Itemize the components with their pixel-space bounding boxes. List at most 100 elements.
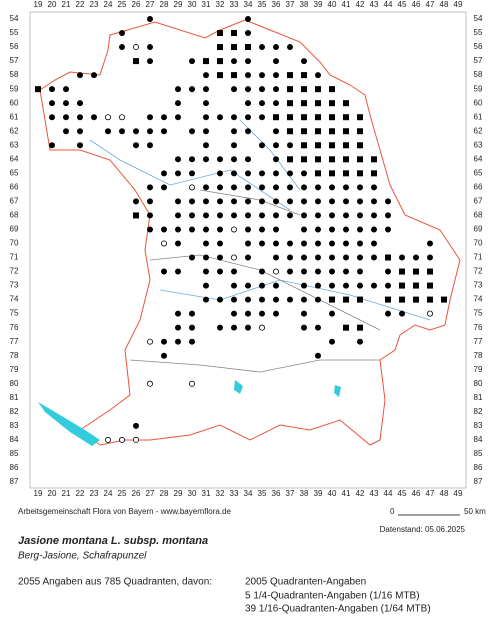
record-dot [329, 226, 335, 233]
record-dot [217, 212, 223, 219]
column-label: 24 [104, 0, 113, 9]
row-label: 55 [474, 28, 483, 37]
record-dot [259, 142, 265, 149]
record-dot [147, 226, 153, 233]
record-dot [189, 198, 195, 205]
record-dot [203, 86, 209, 93]
map-frame [29, 11, 467, 489]
row-label: 62 [10, 126, 19, 135]
record-square [357, 170, 363, 177]
row-label: 54 [474, 14, 483, 23]
record-dot [245, 184, 251, 191]
row-label: 85 [10, 449, 19, 458]
record-dot [203, 268, 209, 275]
column-label: 32 [216, 489, 225, 498]
record-dot [259, 86, 265, 93]
record-dot [245, 128, 251, 135]
row-label: 83 [10, 421, 19, 430]
record-dot [399, 310, 405, 317]
record-dot [301, 212, 307, 219]
record-square [413, 268, 419, 275]
column-label: 43 [370, 0, 379, 9]
lake [38, 402, 100, 446]
record-dot [343, 240, 349, 247]
record-square [315, 100, 321, 107]
record-dot [217, 324, 223, 331]
record-dot [231, 156, 237, 163]
record-dot [273, 100, 279, 107]
record-square [301, 100, 307, 107]
record-open [119, 436, 126, 443]
row-label: 84 [10, 435, 19, 444]
record-square [329, 100, 335, 107]
record-square [315, 114, 321, 121]
record-square [301, 142, 307, 149]
row-label: 73 [10, 281, 19, 290]
column-label: 34 [244, 0, 253, 9]
record-square [231, 72, 237, 79]
record-dot [259, 170, 265, 177]
scale-start: 0 [390, 507, 395, 516]
column-label: 19 [34, 0, 43, 9]
record-dot [371, 254, 377, 261]
record-dot [315, 282, 321, 289]
record-dot [259, 114, 265, 121]
record-dot [245, 16, 251, 22]
record-dot [77, 128, 83, 135]
record-dot [245, 310, 251, 317]
record-square [315, 86, 321, 93]
record-dot [301, 170, 307, 177]
record-dot [273, 44, 279, 51]
record-square [329, 114, 335, 121]
record-dot [231, 114, 237, 121]
record-square [329, 128, 335, 135]
row-label: 59 [474, 84, 483, 93]
record-dot [427, 254, 433, 261]
record-dot [315, 72, 321, 79]
record-dot [399, 254, 405, 261]
column-label: 43 [370, 489, 379, 498]
record-dot [259, 240, 265, 247]
record-dot [329, 198, 335, 205]
record-dot [371, 198, 377, 205]
record-open [272, 268, 279, 275]
record-dot [203, 142, 209, 149]
column-label: 40 [328, 489, 337, 498]
record-square [245, 44, 251, 51]
row-label: 87 [474, 477, 483, 486]
record-dot [343, 268, 349, 275]
column-label: 36 [272, 0, 281, 9]
record-square [301, 72, 307, 79]
row-label: 61 [474, 112, 483, 121]
column-label: 23 [90, 489, 99, 498]
row-label: 59 [10, 84, 19, 93]
row-label: 58 [474, 70, 483, 79]
record-dot [189, 254, 195, 261]
date: Datenstand: 05.06.2025 [380, 525, 466, 534]
record-dot [175, 156, 181, 163]
column-label: 23 [90, 0, 99, 9]
column-label: 35 [258, 489, 267, 498]
record-square [301, 86, 307, 93]
record-dot [329, 254, 335, 261]
record-dot [385, 282, 391, 289]
record-dot [231, 86, 237, 93]
record-dot [287, 212, 293, 219]
record-dot [147, 128, 153, 135]
record-square [427, 282, 433, 289]
record-dot [273, 128, 279, 135]
row-label: 80 [10, 379, 19, 388]
record-square [343, 100, 349, 107]
column-label: 45 [398, 489, 407, 498]
record-dot [287, 198, 293, 205]
record-dot [301, 240, 307, 247]
record-dot [273, 254, 279, 261]
record-square [343, 142, 349, 149]
record-dot [147, 16, 153, 22]
record-open [146, 380, 153, 387]
record-dot [287, 142, 293, 149]
record-dot [287, 296, 293, 303]
record-dot [119, 30, 125, 37]
column-label: 24 [104, 489, 113, 498]
record-dot [301, 324, 307, 331]
